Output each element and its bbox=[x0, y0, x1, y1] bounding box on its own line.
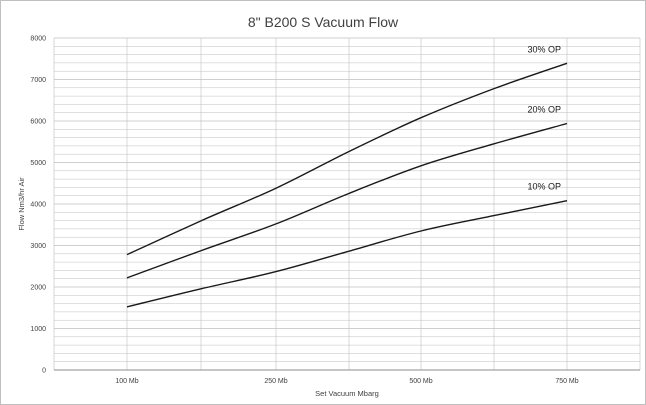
x-tick-label: 100 Mb bbox=[115, 378, 138, 385]
y-tick-label: 3000 bbox=[30, 243, 46, 250]
y-tick-label: 0 bbox=[42, 368, 46, 375]
y-axis-title: Flow Nm3/hr Air bbox=[17, 177, 26, 231]
y-tick-label: 6000 bbox=[30, 119, 46, 126]
series-label-2: 20% OP bbox=[527, 104, 561, 114]
x-tick-label: 250 Mb bbox=[264, 378, 287, 385]
chart-title: 8" B200 S Vacuum Flow bbox=[247, 14, 399, 30]
y-tick-label: 2000 bbox=[30, 285, 46, 292]
series-line-3 bbox=[126, 62, 568, 256]
y-tick-label: 5000 bbox=[30, 160, 46, 167]
x-tick-label: 500 Mb bbox=[409, 378, 432, 385]
series-line-1 bbox=[126, 200, 568, 308]
x-tick-label: 750 Mb bbox=[555, 378, 578, 385]
y-tick-label: 4000 bbox=[30, 202, 46, 209]
series-line-2 bbox=[126, 122, 568, 279]
series-label-3: 30% OP bbox=[527, 44, 561, 54]
y-tick-label: 8000 bbox=[30, 36, 46, 43]
x-axis-title: Set Vacuum Mbarg bbox=[315, 389, 379, 398]
y-tick-label: 7000 bbox=[30, 77, 46, 84]
series-label-1: 10% OP bbox=[527, 182, 561, 192]
y-tick-label: 1000 bbox=[30, 326, 46, 333]
